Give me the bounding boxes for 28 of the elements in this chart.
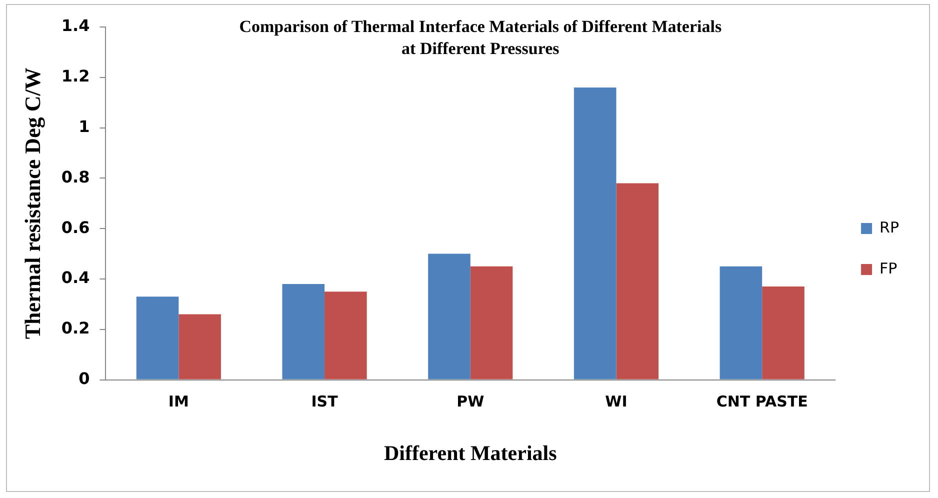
x-tick-label: WI — [605, 392, 628, 411]
y-tick-label: 0 — [78, 368, 90, 388]
x-tick-label: PW — [456, 392, 485, 411]
y-tick-label: 1 — [78, 116, 90, 136]
bar — [428, 254, 470, 380]
bar — [178, 314, 221, 380]
y-axis-title: Thermal resistance Deg C/W — [20, 68, 45, 340]
y-tick-label: 1.2 — [61, 66, 90, 86]
x-tick-label: IST — [311, 392, 339, 411]
bar — [136, 296, 179, 380]
bar — [574, 87, 616, 380]
y-tick-label: 0.2 — [61, 318, 90, 338]
chart-title: Comparison of Thermal Interface Materials of Different Materials at Different Pressures — [239, 16, 722, 58]
x-tick-label: IM — [168, 392, 189, 411]
y-tick-label: 0.6 — [61, 218, 90, 237]
bar — [616, 183, 659, 380]
y-tick-label: 1.4 — [61, 16, 90, 36]
legend-label: FP — [880, 259, 898, 278]
bar — [762, 286, 804, 380]
y-tick-label: 0.8 — [61, 167, 90, 186]
x-tick-label: CNT PASTE — [716, 392, 808, 411]
bar — [324, 292, 367, 380]
x-axis-title: Different Materials — [384, 440, 557, 465]
legend-label: RP — [880, 218, 899, 236]
bar — [470, 266, 513, 380]
bar — [720, 266, 762, 380]
bar — [282, 284, 325, 380]
y-tick-label: 0.4 — [61, 268, 90, 288]
